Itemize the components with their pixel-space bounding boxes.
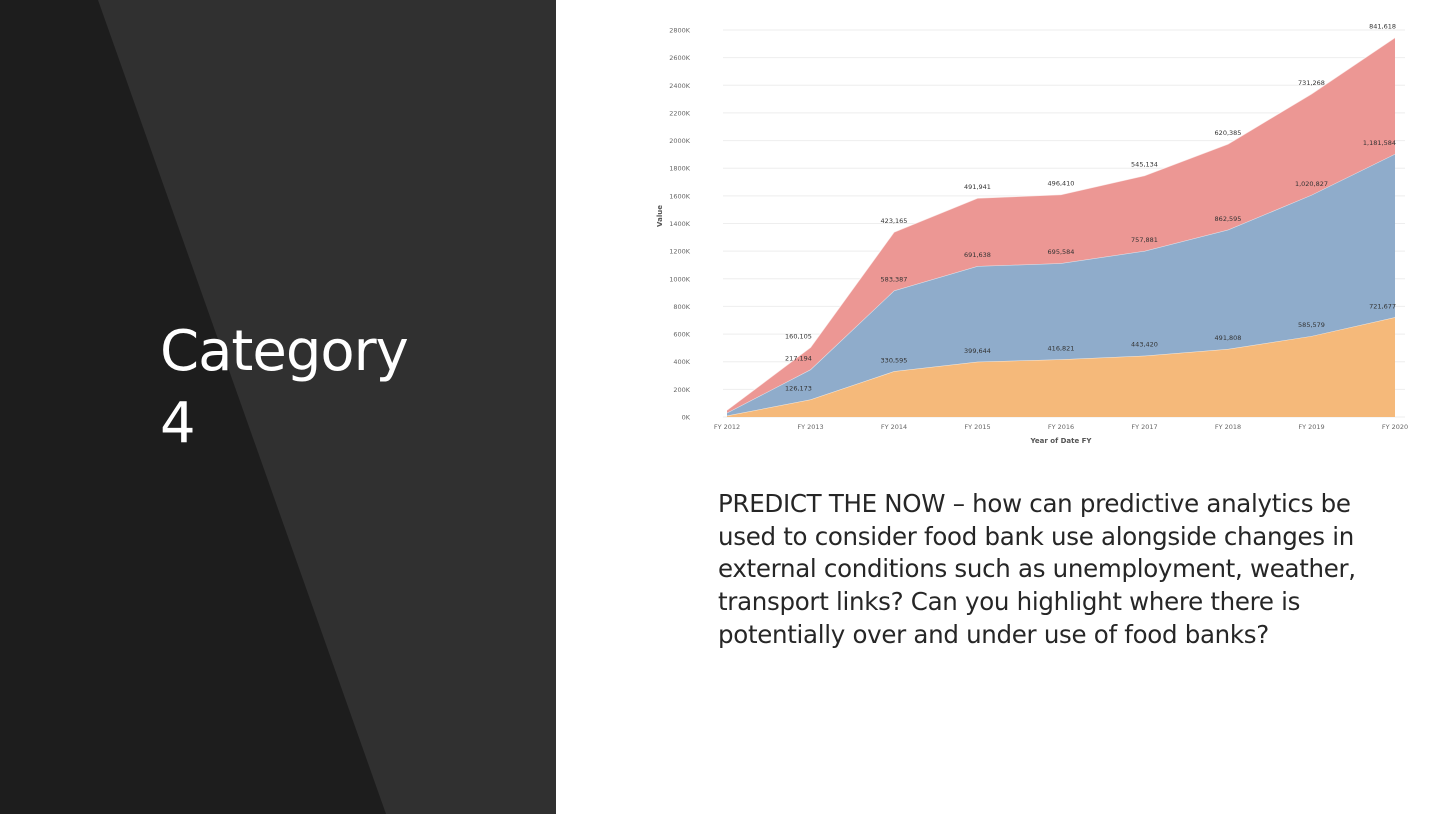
data-label: 545,134 [1131, 161, 1158, 169]
x-axis-label: Year of Date FY [1030, 437, 1093, 445]
data-label: 126,173 [785, 385, 812, 393]
y-tick-label: 0K [682, 414, 691, 422]
data-label: 160,105 [785, 332, 812, 340]
dark-diagonal-band [0, 0, 386, 814]
x-tick-label: FY 2017 [1131, 423, 1157, 431]
data-label: 695,584 [1048, 248, 1075, 256]
x-tick-label: FY 2016 [1048, 423, 1074, 431]
y-tick-label: 2200K [669, 109, 691, 117]
area-series-1 [727, 317, 1395, 417]
x-tick-label: FY 2019 [1298, 423, 1324, 431]
data-label: 443,420 [1131, 341, 1158, 349]
y-tick-label: 2000K [669, 137, 691, 145]
x-tick-label: FY 2020 [1382, 423, 1408, 431]
y-tick-label: 2400K [669, 82, 691, 90]
y-tick-label: 1000K [669, 275, 691, 283]
slide-title: Category 4 [160, 319, 409, 456]
y-tick-label: 2600K [669, 54, 691, 62]
data-label: 416,821 [1048, 344, 1075, 352]
data-label: 399,644 [964, 347, 991, 355]
area-series [726, 37, 1396, 417]
x-tick-label: FY 2015 [964, 423, 990, 431]
data-label: 1,181,584 [1363, 139, 1396, 147]
data-label: 496,410 [1048, 180, 1075, 188]
area-series-edge [726, 37, 1396, 411]
chart-svg: 0K 200K 400K 600K 800K 1000K 1200K 1400K 1600K 18… [656, 23, 1408, 445]
y-tick-label: 200K [673, 386, 690, 394]
data-label: 1,020,827 [1295, 180, 1328, 188]
x-tick-label: FY 2018 [1215, 423, 1241, 431]
data-label: 757,881 [1131, 236, 1158, 244]
x-tick-label: FY 2014 [881, 423, 907, 431]
data-label: 721,677 [1369, 302, 1396, 310]
y-tick-label: 1600K [669, 192, 691, 200]
data-label: 423,165 [881, 217, 908, 225]
y-tick-label: 1400K [669, 220, 691, 228]
x-tick-label: FY 2012 [714, 423, 740, 431]
y-tick-label: 600K [673, 331, 690, 339]
data-label: 330,595 [881, 356, 908, 364]
slide-body-text: PREDICT THE NOW – how can predictive ana… [718, 489, 1356, 649]
data-label: 583,387 [881, 276, 908, 284]
y-tick-label: 1200K [669, 248, 691, 256]
y-tick-label: 1800K [669, 165, 691, 173]
data-label: 217,194 [785, 355, 812, 363]
data-label: 585,579 [1298, 321, 1325, 329]
y-tick-label: 400K [673, 358, 690, 366]
data-label: 691,638 [964, 251, 991, 259]
diagonal-shape [0, 0, 386, 814]
y-axis-label: Value [656, 205, 664, 227]
stacked-area-chart: 0K 200K 400K 600K 800K 1000K 1200K 1400K 1600K 18… [650, 18, 1410, 448]
x-axis-ticks: FY 2012 FY 2013 FY 2014 FY 2015 FY 2016 FY 20… [714, 423, 1408, 431]
data-labels: 126,173 330,595 399,644 416,821 443,420 491,8… [785, 23, 1396, 393]
x-tick-label: FY 2013 [797, 423, 823, 431]
data-label: 491,808 [1215, 334, 1242, 342]
left-panel: Category 4 [0, 0, 556, 814]
y-axis-ticks: 0K 200K 400K 600K 800K 1000K 1200K 1400K 1600K 18… [669, 27, 691, 422]
area-series-2 [727, 153, 1395, 416]
area-series-3 [727, 37, 1395, 413]
y-tick-label: 2800K [669, 27, 691, 35]
data-label: 862,595 [1215, 215, 1242, 223]
data-label: 620,385 [1215, 129, 1242, 137]
y-tick-label: 800K [673, 303, 690, 311]
data-label: 841,618 [1369, 23, 1396, 31]
data-label: 731,268 [1298, 79, 1325, 87]
data-label: 491,941 [964, 183, 991, 191]
